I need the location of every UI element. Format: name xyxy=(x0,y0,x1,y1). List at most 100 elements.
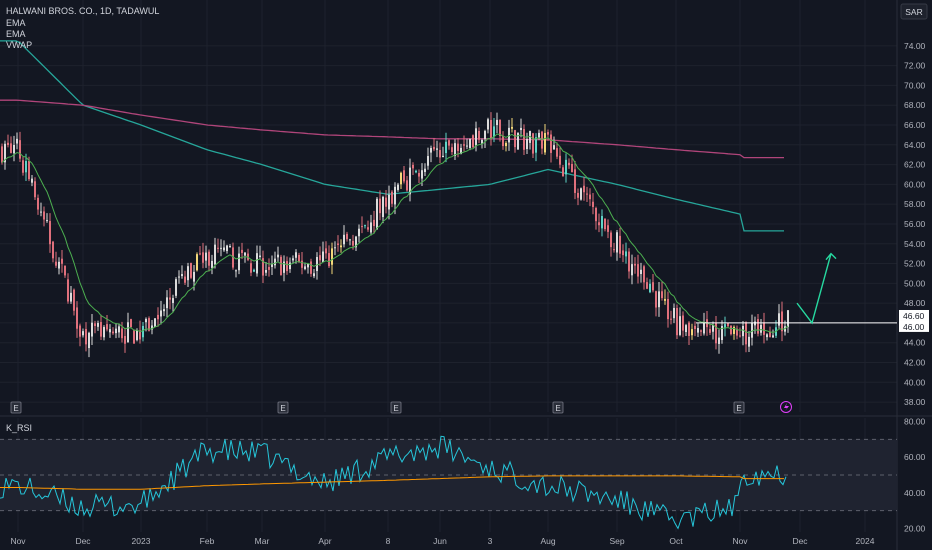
candle-body xyxy=(355,236,357,248)
price-tag-label: 46.00 xyxy=(903,322,925,332)
candle-body xyxy=(760,324,762,333)
candle-body xyxy=(115,328,117,334)
candle-body xyxy=(91,322,93,337)
candle-body xyxy=(37,197,39,210)
candle-body xyxy=(385,197,387,207)
candle-body xyxy=(787,310,789,327)
candle-body xyxy=(208,251,210,266)
candle-body xyxy=(433,146,435,150)
candle-body xyxy=(283,261,285,273)
candle-body xyxy=(343,234,345,245)
candle-body xyxy=(505,142,507,147)
candle-body xyxy=(574,169,576,193)
candle-body xyxy=(274,258,276,266)
rsi-line xyxy=(0,435,787,530)
candle-body xyxy=(634,263,636,266)
indicator-label-ema-2[interactable]: EMA xyxy=(6,29,26,39)
price-tick-label: 68.00 xyxy=(904,100,926,110)
candle-body xyxy=(721,326,723,340)
candle-body xyxy=(724,324,726,329)
candle-body xyxy=(220,247,222,249)
candle-body xyxy=(223,247,225,251)
candle-body xyxy=(313,273,315,277)
price-tick-label: 72.00 xyxy=(904,61,926,71)
price-tick-label: 42.00 xyxy=(904,358,926,368)
candle-body xyxy=(400,172,402,185)
price-tick-label: 54.00 xyxy=(904,239,926,249)
candle-body xyxy=(670,318,672,320)
candle-body xyxy=(388,194,390,210)
candle-body xyxy=(61,258,63,264)
candle-body xyxy=(139,330,141,340)
candle-body xyxy=(172,298,174,303)
candle-body xyxy=(97,322,99,327)
candle-body xyxy=(754,321,756,326)
candle-body xyxy=(739,335,741,337)
candle-body xyxy=(685,325,687,333)
candle-body xyxy=(766,334,768,338)
candle-body xyxy=(382,196,384,218)
candle-body xyxy=(583,185,585,193)
candle-body xyxy=(763,322,765,335)
candle-body xyxy=(403,170,405,182)
candle-body xyxy=(151,325,153,330)
candle-body xyxy=(58,261,60,269)
candle-body xyxy=(490,120,492,140)
earnings-marker xyxy=(733,401,745,414)
candle-body xyxy=(637,264,639,277)
candle-body xyxy=(16,138,18,144)
candle-body xyxy=(664,299,666,301)
candle-body xyxy=(472,135,474,148)
price-tick-label: 56.00 xyxy=(904,219,926,229)
rsi-pane-label[interactable]: K_RSI xyxy=(6,423,32,433)
candle-body xyxy=(520,127,522,131)
time-tick-label: Nov xyxy=(732,536,748,546)
candle-body xyxy=(427,156,429,166)
currency-badge[interactable] xyxy=(900,3,928,20)
indicator-label-ema-1[interactable]: EMA xyxy=(6,18,26,28)
candle-body xyxy=(646,282,648,289)
vwap-line xyxy=(0,99,784,159)
candle-body xyxy=(289,262,291,270)
candle-body xyxy=(202,252,204,263)
price-tick-label: 64.00 xyxy=(904,140,926,150)
candle-body xyxy=(712,325,714,332)
candle-body xyxy=(310,261,312,274)
candle-body xyxy=(469,138,471,148)
candle-body xyxy=(481,139,483,144)
candle-body xyxy=(502,135,504,147)
candle-body xyxy=(454,143,456,156)
candle-body xyxy=(361,226,363,228)
candle-body xyxy=(736,328,738,336)
rsi-lines xyxy=(0,435,787,530)
candle-body xyxy=(205,252,207,261)
candle-body xyxy=(148,318,150,331)
earnings-marker-label: E xyxy=(736,404,741,413)
time-tick-label: Apr xyxy=(318,536,331,546)
candle-body xyxy=(580,188,582,200)
earnings-marker xyxy=(390,401,402,414)
candle-body xyxy=(700,330,702,332)
candle-body xyxy=(448,140,450,146)
time-tick-label: Oct xyxy=(669,536,683,546)
price-tick-label: 40.00 xyxy=(904,377,926,387)
candle-body xyxy=(136,330,138,341)
candle-body xyxy=(439,150,441,158)
candle-body xyxy=(211,260,213,268)
candle-body xyxy=(604,218,606,230)
rsi-band-area xyxy=(0,438,897,512)
price-tick-label: 74.00 xyxy=(904,41,926,51)
candle-body xyxy=(751,322,753,338)
projection-arrowhead xyxy=(825,252,837,261)
candle-body xyxy=(154,318,156,327)
candle-body xyxy=(4,143,6,163)
candle-body xyxy=(265,270,267,273)
indicator-label-vwap[interactable]: VWAP xyxy=(6,40,32,50)
earnings-marker xyxy=(10,401,22,414)
candle-body xyxy=(256,253,258,274)
candle-body xyxy=(328,253,330,267)
candle-body xyxy=(742,325,744,337)
price-tag-label: 46.60 xyxy=(903,311,925,321)
